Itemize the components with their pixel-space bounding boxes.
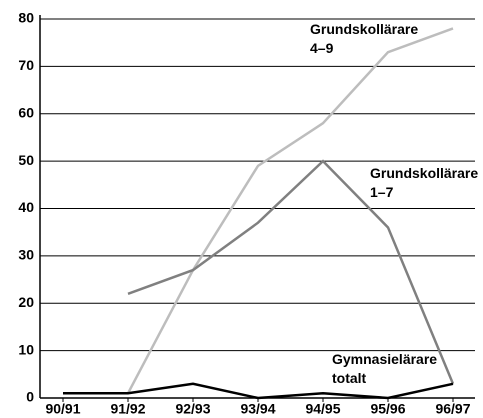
- series-label: Grundskollärare 1–7: [370, 165, 479, 200]
- x-tick-label: 91/92: [110, 401, 145, 417]
- x-tick-label: 95/96: [370, 401, 405, 417]
- x-tick-label: 93/94: [240, 401, 275, 417]
- y-tick-label: 70: [18, 57, 34, 73]
- y-tick-label: 80: [18, 10, 34, 26]
- y-tick-label: 20: [18, 294, 34, 310]
- y-tick-label: 0: [26, 389, 34, 405]
- series-line: [127, 159, 455, 385]
- y-tick-label: 30: [18, 247, 34, 263]
- y-tick-label: 40: [18, 199, 34, 215]
- series-label: Gymnasielärare totalt: [332, 351, 438, 386]
- y-tick-label: 60: [18, 104, 34, 120]
- x-tick-label: 90/91: [45, 401, 80, 417]
- x-tick-label: 96/97: [435, 401, 470, 417]
- series-line: [63, 382, 454, 400]
- y-tick-label: 10: [18, 341, 34, 357]
- series-label: Grundskollärare 4–9: [310, 21, 419, 56]
- series-line: [126, 27, 454, 394]
- y-tick-label: 50: [18, 152, 34, 168]
- x-tick-label: 94/95: [305, 401, 340, 417]
- x-tick-label: 92/93: [175, 401, 210, 417]
